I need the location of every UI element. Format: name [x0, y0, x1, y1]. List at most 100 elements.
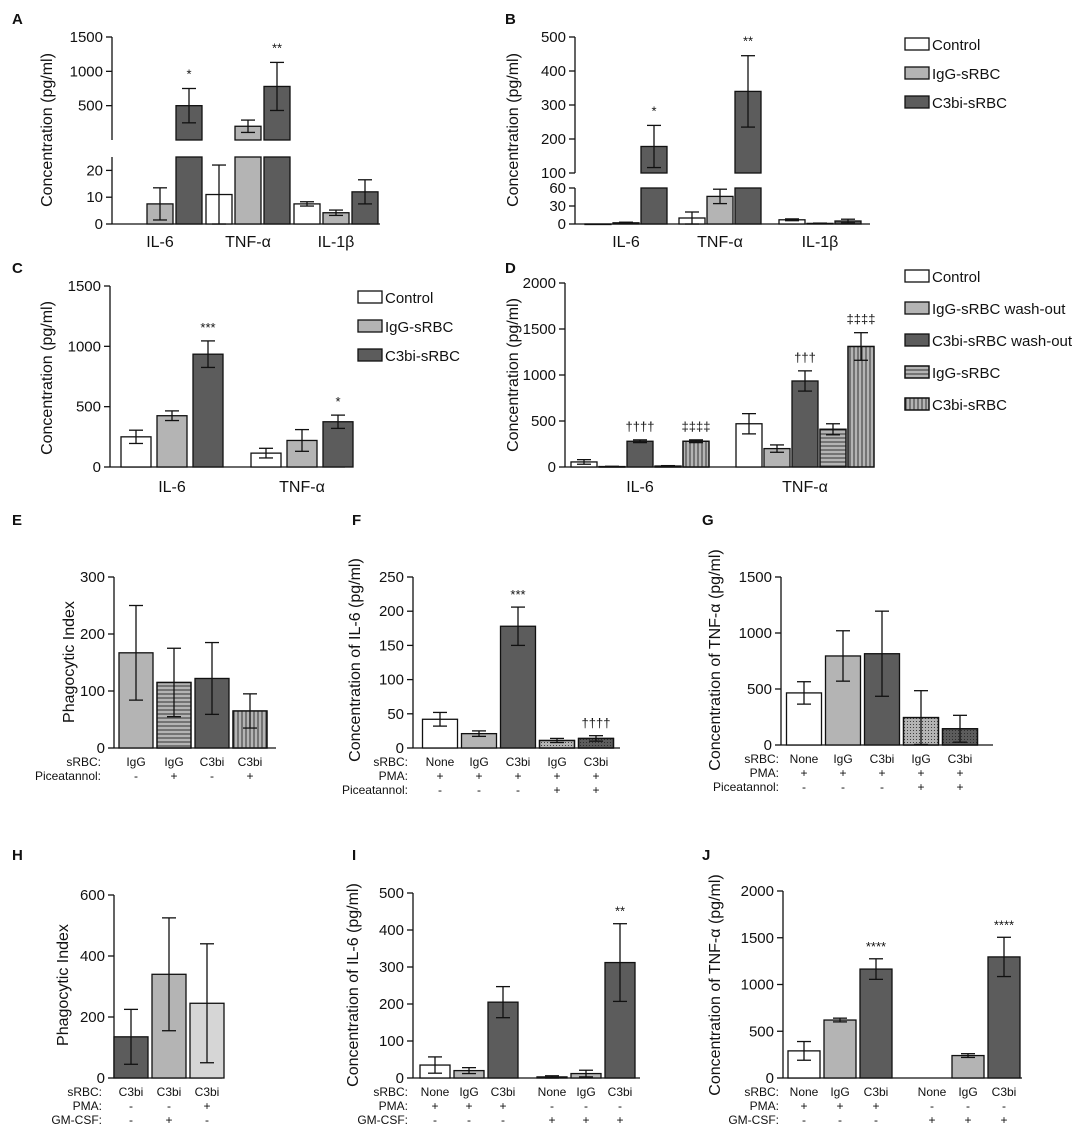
d-legend-swatch-3-pattern — [904, 365, 930, 379]
j-row-value: C3bi — [992, 1085, 1017, 1099]
i-ylabel: Concentration of IL-6 (pg/ml) — [345, 883, 362, 1087]
j-ytick-1-label: 500 — [749, 1023, 774, 1040]
j-row-value: + — [928, 1113, 935, 1127]
c-bar-1-0 — [156, 415, 188, 468]
e-ytick-3-label: 300 — [80, 569, 105, 586]
f-row-value: C3bi — [506, 755, 531, 769]
g-row-value: + — [839, 766, 846, 780]
j-row-value: - — [966, 1099, 970, 1113]
j-row-label-0: sRBC: — [744, 1085, 779, 1099]
d-legend-swatch-4-pattern — [904, 397, 930, 411]
a-bar-c3bi-srbc-1-low — [263, 156, 291, 225]
b-legend-swatch-0 — [904, 37, 930, 51]
i-row-value: IgG — [576, 1085, 595, 1099]
i-row-label-1: PMA: — [379, 1099, 408, 1113]
i-row-value: + — [616, 1113, 623, 1127]
g-row-value: None — [790, 752, 819, 766]
c-legend-label: C3bi-sRBC — [385, 348, 460, 365]
i-row-value: None — [421, 1085, 450, 1099]
h-ytick-1-label: 200 — [80, 1009, 105, 1026]
c-category-label: TNF-α — [279, 479, 325, 496]
g-row-value: - — [802, 780, 806, 794]
j-row-value: - — [802, 1113, 806, 1127]
i-row-value: - — [501, 1113, 505, 1127]
g-row-value: + — [956, 780, 963, 794]
e-ylabel: Phagocytic Index — [61, 601, 78, 723]
d-significance: ‡‡‡‡ — [682, 419, 711, 434]
f-row-value: IgG — [547, 755, 566, 769]
e-row-value: C3bi — [238, 755, 263, 769]
g-row-value: + — [956, 766, 963, 780]
f-row-value: + — [514, 769, 521, 783]
g-row-value: IgG — [911, 752, 930, 766]
j-row-value: + — [836, 1099, 843, 1113]
f-row-value: + — [592, 769, 599, 783]
b-legend-label: IgG-sRBC — [932, 66, 1001, 83]
e-row-value: - — [210, 769, 214, 783]
f-row-value: + — [475, 769, 482, 783]
d-ytick-1-label: 500 — [531, 413, 556, 430]
f-row-label-1: PMA: — [379, 769, 408, 783]
c-legend-label: IgG-sRBC — [385, 319, 454, 336]
j-significance: **** — [994, 917, 1014, 932]
a-bar-control-2 — [293, 203, 321, 225]
i-row-value: + — [548, 1113, 555, 1127]
f-ytick-2-label: 100 — [379, 672, 404, 689]
h-ytick-3-label: 600 — [80, 887, 105, 904]
c-legend-swatch-0 — [357, 290, 383, 304]
b-legend-swatch-2 — [904, 95, 930, 109]
panel-label-a: A — [12, 11, 23, 28]
j-ytick-0-label: 0 — [766, 1070, 774, 1087]
j-row-value: - — [838, 1113, 842, 1127]
g-row-value: + — [878, 766, 885, 780]
g-row-value: + — [917, 766, 924, 780]
d-legend-label: Control — [932, 269, 980, 286]
d-ytick-2-label: 1000 — [523, 367, 556, 384]
b-significance: ** — [743, 34, 753, 49]
b-bar-0-0 — [584, 223, 612, 226]
a-ytick-up-1-label: 1000 — [70, 63, 103, 80]
h-row-value: - — [167, 1099, 171, 1113]
h-row-label-0: sRBC: — [67, 1085, 102, 1099]
e-row-value: C3bi — [200, 755, 225, 769]
b-ytick-low-0-label: 0 — [558, 216, 566, 233]
j-row-label-1: PMA: — [750, 1099, 779, 1113]
d-ytick-3-label: 1500 — [523, 321, 556, 338]
b-legend-label: C3bi-sRBC — [932, 95, 1007, 112]
d-significance: ‡‡‡‡ — [847, 312, 876, 327]
b-ytick-up-2-label: 300 — [541, 97, 566, 114]
g-row-value: IgG — [833, 752, 852, 766]
f-significance: †††† — [582, 716, 611, 731]
c-ytick-3-label: 1500 — [68, 278, 101, 295]
b-ytick-up-3-label: 400 — [541, 63, 566, 80]
i-ytick-2-label: 200 — [379, 996, 404, 1013]
a-ytick-low-2-label: 20 — [86, 162, 103, 179]
g-ytick-1-label: 500 — [747, 681, 772, 698]
h-ytick-2-label: 400 — [80, 948, 105, 965]
g-row-label-0: sRBC: — [744, 752, 779, 766]
panel-label-d: D — [505, 260, 516, 277]
j-row-label-2: GM-CSF: — [728, 1113, 779, 1127]
b-significance: * — [651, 103, 656, 118]
d-bar-2-1 — [791, 380, 819, 468]
e-row-label-0: sRBC: — [66, 755, 101, 769]
e-row-value: + — [246, 769, 253, 783]
c-significance: *** — [200, 320, 215, 335]
panel-label-e: E — [12, 512, 22, 529]
i-row-value: - — [550, 1099, 554, 1113]
d-bar-4-1-pattern — [847, 345, 875, 468]
f-ytick-4-label: 200 — [379, 603, 404, 620]
j-ytick-2-label: 1000 — [741, 977, 774, 994]
j-row-value: C3bi — [864, 1085, 889, 1099]
d-legend-swatch-2 — [904, 333, 930, 347]
c-significance: * — [335, 394, 340, 409]
b-legend-label: Control — [932, 37, 980, 54]
e-row-value: IgG — [164, 755, 183, 769]
b-ytick-low-1-label: 30 — [549, 198, 566, 215]
j-row-value: None — [918, 1085, 947, 1099]
g-row-value: C3bi — [870, 752, 895, 766]
i-ytick-1-label: 100 — [379, 1033, 404, 1050]
d-legend-label: C3bi-sRBC — [932, 397, 1007, 414]
j-bar-2 — [859, 968, 893, 1079]
h-row-value: - — [129, 1113, 133, 1127]
